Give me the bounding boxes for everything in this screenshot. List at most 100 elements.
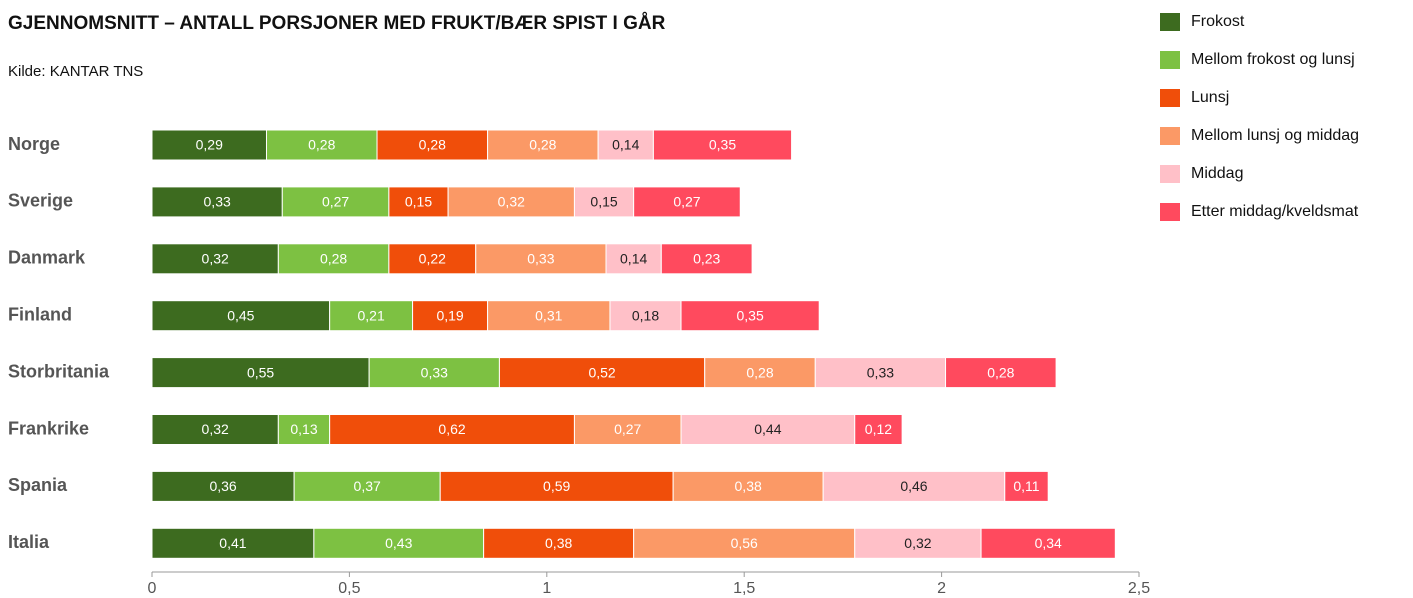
y-tick-label: Storbritania — [8, 361, 110, 381]
bar-segment — [151, 129, 267, 161]
value-label: 0,28 — [746, 364, 773, 380]
value-label: 0,55 — [247, 364, 274, 380]
value-label: 0,28 — [320, 251, 347, 267]
value-label: 0,36 — [209, 478, 236, 494]
bar-segment — [475, 243, 607, 275]
y-tick-label: Italia — [8, 532, 50, 552]
bar-segment — [329, 414, 575, 445]
bar-segment — [412, 300, 489, 332]
bar-segment — [597, 129, 654, 161]
bar-segment — [854, 414, 903, 445]
legend-swatch — [1160, 203, 1180, 221]
value-label: 0,34 — [1035, 535, 1062, 551]
x-tick-label: 1,5 — [733, 580, 755, 597]
y-tick-label: Sverige — [8, 191, 73, 211]
value-label: 0,23 — [693, 251, 720, 267]
value-label: 0,18 — [632, 307, 659, 323]
x-tick-label: 0 — [148, 580, 157, 597]
bar-segment — [265, 129, 378, 161]
bar-segment — [483, 527, 635, 559]
bar-segment — [151, 527, 315, 559]
value-label: 0,13 — [290, 421, 317, 437]
bar-segment — [388, 186, 449, 218]
value-label: 0,28 — [419, 137, 446, 153]
bar-segment — [487, 300, 611, 332]
value-label: 0,28 — [308, 137, 335, 153]
value-label: 0,33 — [527, 251, 554, 267]
value-label: 0,35 — [736, 307, 763, 323]
value-label: 0,14 — [620, 251, 647, 267]
bar-segment — [151, 357, 370, 389]
bar-segment — [277, 414, 331, 445]
bar-segment — [854, 527, 982, 559]
value-label: 0,62 — [438, 421, 465, 437]
value-label: 0,21 — [357, 307, 384, 323]
legend-swatch — [1160, 127, 1180, 145]
y-tick-label: Frankrike — [8, 418, 89, 438]
value-label: 0,19 — [436, 307, 463, 323]
value-label: 0,43 — [385, 535, 412, 551]
value-label: 0,41 — [219, 535, 246, 551]
value-label: 0,52 — [588, 364, 615, 380]
bar-segment — [680, 300, 820, 332]
bar-segment — [980, 527, 1116, 559]
value-label: 0,59 — [543, 478, 570, 494]
value-label: 0,38 — [735, 478, 762, 494]
value-label: 0,31 — [535, 307, 562, 323]
bar-segment — [672, 470, 824, 502]
value-label: 0,29 — [196, 137, 223, 153]
value-label: 0,27 — [673, 194, 700, 210]
bar-segment — [652, 129, 793, 161]
value-label: 0,35 — [709, 137, 736, 153]
value-label: 0,11 — [1013, 478, 1039, 494]
value-label: 0,32 — [498, 194, 525, 210]
value-label: 0,32 — [904, 535, 931, 551]
bar-segment — [822, 470, 1006, 502]
value-label: 0,45 — [227, 307, 254, 323]
value-label: 0,15 — [405, 194, 432, 210]
bar-segment — [945, 357, 1057, 389]
value-label: 0,28 — [987, 364, 1014, 380]
value-label: 0,27 — [322, 194, 349, 210]
legend-label: Etter middag/kveldsmat — [1191, 203, 1359, 220]
bar-segment — [151, 300, 331, 332]
x-tick-label: 2,5 — [1128, 580, 1150, 597]
value-label: 0,15 — [590, 194, 617, 210]
y-tick-label: Danmark — [8, 248, 86, 268]
value-label: 0,37 — [354, 478, 381, 494]
legend-label: Lunsj — [1191, 89, 1229, 106]
bar-segment — [439, 470, 674, 502]
legend-swatch — [1160, 51, 1180, 69]
value-label: 0,44 — [754, 421, 781, 437]
bar-segment — [151, 470, 295, 502]
value-label: 0,33 — [867, 364, 894, 380]
y-tick-label: Norge — [8, 134, 60, 154]
legend-label: Mellom lunsj og middag — [1191, 127, 1359, 144]
bar-segment — [660, 243, 753, 275]
legend-label: Middag — [1191, 165, 1243, 182]
value-label: 0,14 — [612, 137, 639, 153]
bar-segment — [329, 300, 414, 332]
bar-segment — [605, 243, 662, 275]
chart-subtitle: Kilde: KANTAR TNS — [8, 63, 143, 80]
legend-swatch — [1160, 89, 1180, 107]
bar-segment — [487, 129, 599, 161]
bar-segment — [151, 243, 279, 275]
chart-title: GJENNOMSNITT – ANTALL PORSJONER MED FRUK… — [8, 13, 666, 34]
x-tick-label: 2 — [937, 580, 946, 597]
bar-segment — [609, 300, 682, 332]
value-label: 0,28 — [529, 137, 556, 153]
value-label: 0,38 — [545, 535, 572, 551]
legend-label: Frokost — [1191, 13, 1245, 30]
value-label: 0,12 — [865, 421, 892, 437]
bar-segment — [573, 414, 682, 445]
legend-swatch — [1160, 13, 1180, 31]
bar-segment — [376, 129, 489, 161]
value-label: 0,46 — [900, 478, 927, 494]
legend-swatch — [1160, 165, 1180, 183]
bar-segment — [704, 357, 816, 389]
bar-segment — [814, 357, 947, 389]
y-tick-label: Spania — [8, 475, 68, 495]
value-label: 0,56 — [731, 535, 758, 551]
